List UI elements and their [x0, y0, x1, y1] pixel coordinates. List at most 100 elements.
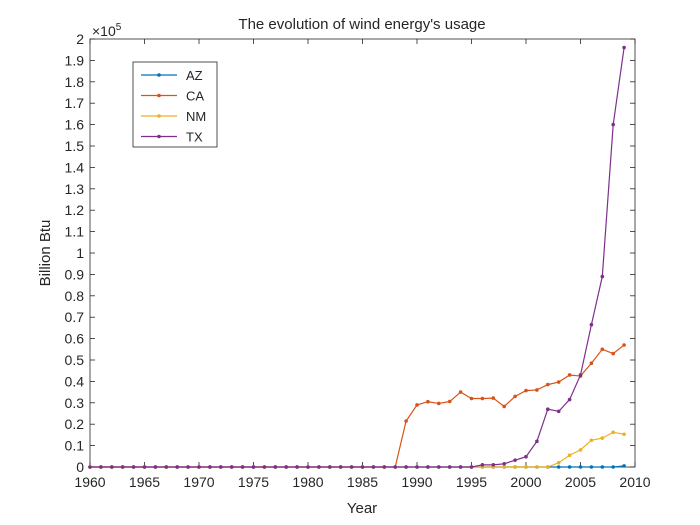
data-point-tx — [186, 465, 190, 469]
data-point-tx — [600, 274, 605, 279]
x-tick-label: 1985 — [347, 474, 378, 490]
y-tick-label: 0.7 — [65, 309, 85, 325]
data-point-ca — [546, 382, 550, 387]
data-point-tx — [437, 465, 441, 469]
y-tick-label: 2 — [76, 31, 84, 47]
x-tick-label: 2000 — [510, 474, 541, 490]
y-tick-label: 0.4 — [65, 373, 85, 389]
data-point-tx — [458, 465, 463, 469]
data-point-ca — [567, 373, 572, 377]
data-point-tx — [611, 122, 615, 127]
data-point-ca — [535, 388, 539, 392]
x-tick-label: 1995 — [456, 474, 487, 490]
y-tick-label: 0.9 — [65, 266, 85, 282]
y-axis-title: Billion Btu — [37, 220, 54, 287]
data-point-ca — [589, 361, 594, 366]
data-point-nm — [600, 436, 605, 440]
data-point-nm — [513, 465, 517, 469]
legend-marker-tx — [157, 134, 161, 139]
y-tick-label: 0.2 — [65, 416, 85, 432]
data-point-tx — [208, 465, 212, 469]
x-tick-label: 1980 — [292, 474, 323, 490]
data-point-ca — [622, 343, 626, 347]
y-tick-label: 1.8 — [65, 74, 85, 90]
legend-marker-az — [157, 73, 161, 77]
x-axis-title: Year — [347, 500, 377, 517]
data-point-ca — [513, 394, 517, 399]
data-point-az — [589, 465, 594, 469]
data-point-tx — [251, 465, 256, 469]
data-point-tx — [240, 465, 245, 469]
data-point-tx — [229, 465, 234, 469]
series-line-tx — [90, 47, 625, 468]
series-tx — [88, 45, 626, 469]
y-tick-label: 0.3 — [65, 395, 85, 411]
data-point-nm — [556, 460, 561, 465]
data-point-nm — [524, 465, 528, 469]
x-tick-label: 1960 — [74, 474, 105, 490]
data-point-tx — [578, 373, 583, 377]
data-point-tx — [295, 465, 299, 469]
y-tick-label: 0.8 — [65, 288, 85, 304]
data-point-tx — [589, 322, 594, 327]
data-point-ca — [458, 390, 463, 394]
legend-label-nm: NM — [186, 109, 206, 124]
data-point-tx — [382, 465, 387, 469]
y-tick-label: 1.1 — [65, 224, 85, 240]
x-tick-label: 1970 — [183, 474, 214, 490]
data-point-tx — [284, 465, 289, 469]
data-point-tx — [415, 465, 419, 469]
data-point-tx — [88, 465, 92, 469]
y-tick-label: 1 — [76, 245, 84, 261]
y-tick-label: 1.9 — [65, 52, 85, 68]
y-tick-label: 0.5 — [65, 352, 85, 368]
data-point-tx — [622, 45, 626, 50]
data-point-ca — [426, 399, 430, 404]
data-point-tx — [404, 465, 408, 469]
data-point-ca — [415, 403, 419, 407]
data-point-tx — [99, 465, 103, 469]
y-exponent-label: ×105 — [92, 22, 122, 39]
x-tick-label: 1975 — [238, 474, 269, 490]
x-tick-label: 2005 — [565, 474, 596, 490]
data-point-az — [556, 465, 561, 469]
y-tick-label: 0.1 — [65, 438, 85, 454]
x-tick-label: 1990 — [401, 474, 432, 490]
data-point-az — [578, 465, 583, 469]
data-point-nm — [589, 438, 594, 443]
data-point-az — [567, 465, 572, 469]
legend: AZ CA NM TX — [132, 61, 218, 148]
data-point-ca — [447, 399, 452, 404]
data-point-tx — [546, 407, 550, 412]
data-point-nm — [546, 465, 550, 469]
y-tick-label: 1.3 — [65, 181, 85, 197]
data-point-tx — [491, 463, 496, 467]
data-point-nm — [578, 448, 583, 452]
svg-text:×105: ×105 — [92, 22, 122, 39]
data-point-nm — [535, 465, 539, 469]
data-point-tx — [120, 465, 125, 469]
data-point-tx — [393, 465, 398, 469]
data-point-tx — [502, 461, 507, 466]
data-point-tx — [556, 409, 561, 414]
data-point-tx — [371, 465, 376, 469]
data-point-nm — [611, 430, 615, 435]
legend-label-az: AZ — [186, 68, 203, 83]
y-tick-label: 1.2 — [65, 202, 85, 218]
data-point-tx — [273, 465, 278, 469]
data-point-az — [622, 464, 626, 468]
data-point-ca — [524, 388, 528, 393]
data-point-tx — [219, 465, 223, 469]
data-point-tx — [535, 439, 539, 444]
data-point-ca — [469, 396, 474, 401]
data-point-az — [600, 465, 605, 469]
legend-box — [132, 61, 218, 148]
data-point-tx — [110, 465, 114, 469]
data-point-az — [611, 465, 615, 469]
data-point-tx — [524, 454, 528, 459]
data-point-tx — [131, 465, 136, 469]
data-point-ca — [404, 419, 408, 423]
y-tick-label: 1.5 — [65, 138, 85, 154]
data-point-ca — [611, 351, 615, 356]
